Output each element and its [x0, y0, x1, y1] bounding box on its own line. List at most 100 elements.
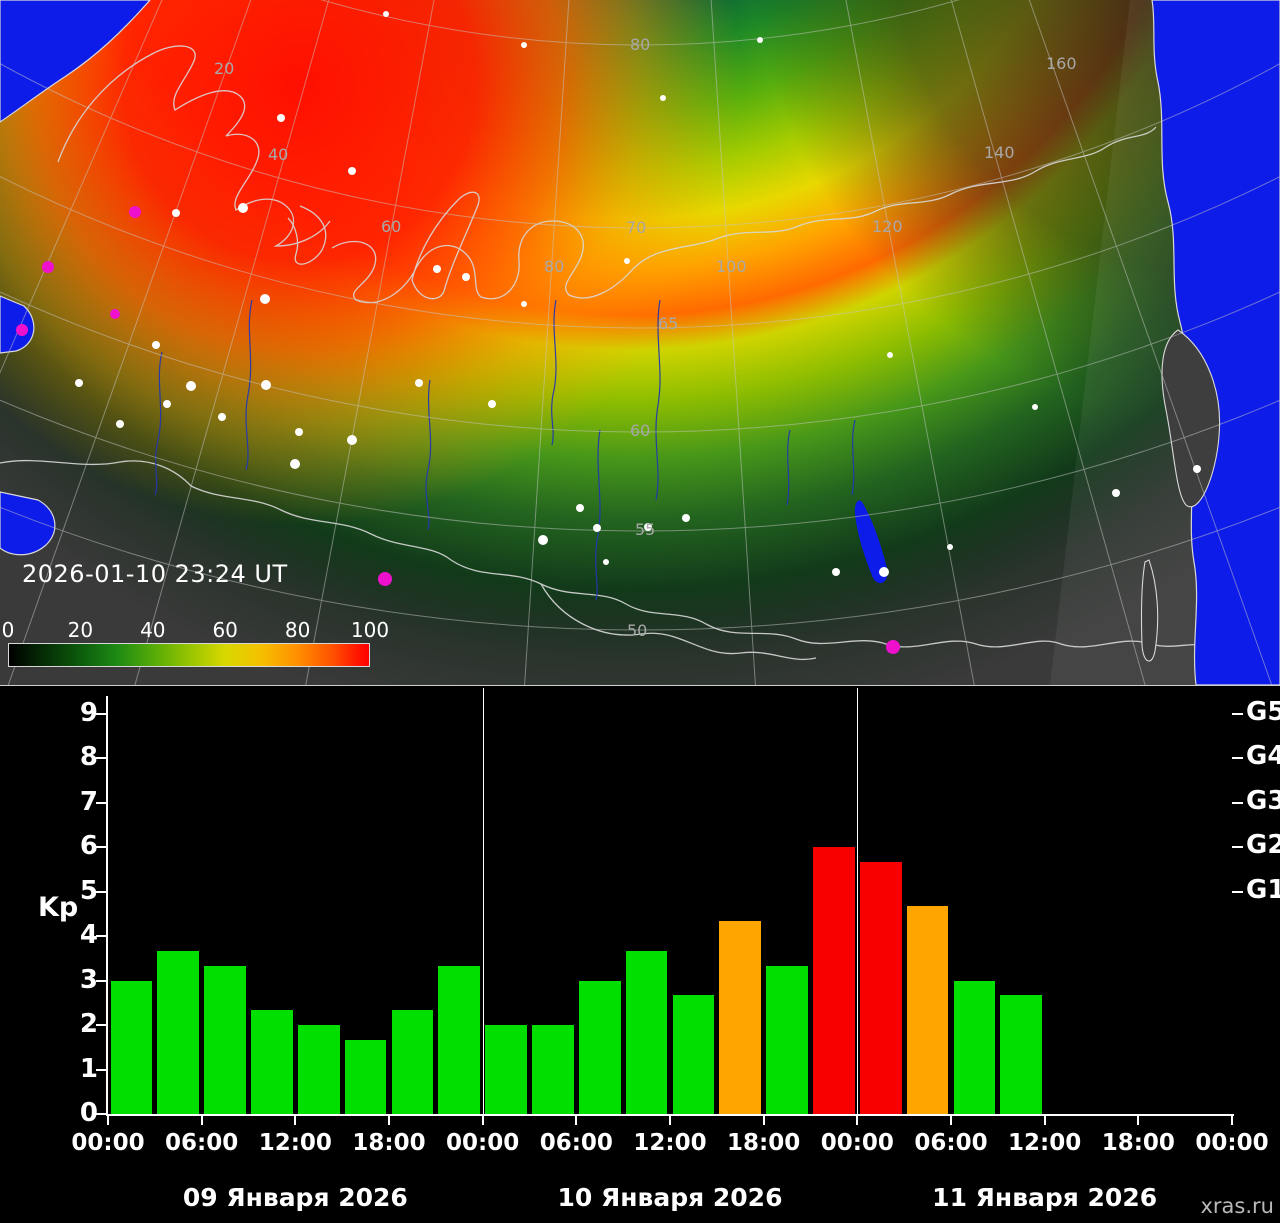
- y-tick-label: 7: [79, 786, 98, 817]
- x-tick: [950, 1116, 952, 1125]
- kp-bar: [625, 950, 668, 1114]
- river: [786, 429, 791, 506]
- y-axis-title: Kp: [38, 892, 79, 923]
- city-dot: [462, 273, 470, 281]
- kp-bar: [344, 1039, 387, 1114]
- station-dot: [16, 324, 28, 336]
- graticule-label: 80: [630, 35, 650, 54]
- coastline-scandinavia: [57, 45, 331, 247]
- kp-bar: [297, 1025, 340, 1114]
- g-tick: [1232, 890, 1243, 893]
- y-tick: [96, 801, 107, 804]
- x-tick-label: 12:00: [1008, 1130, 1082, 1156]
- city-dot: [295, 428, 303, 436]
- colorbar-tick-label: 100: [350, 618, 390, 642]
- colorbar-tick-label: 60: [212, 618, 238, 642]
- x-tick: [1231, 1116, 1233, 1125]
- meridian-line: [7, 0, 252, 685]
- kp-bar: [157, 950, 200, 1114]
- g-tick: [1232, 801, 1243, 804]
- city-dot: [576, 504, 584, 512]
- city-dot: [879, 567, 889, 577]
- y-tick: [96, 979, 107, 982]
- kp-bar: [532, 1025, 574, 1114]
- city-dot: [218, 413, 226, 421]
- island-novaya-zemlya: [411, 191, 480, 300]
- city-dot: [186, 381, 196, 391]
- kp-bar: [204, 965, 246, 1114]
- peninsula-kamchatka: [1161, 329, 1221, 508]
- graticule-label: 160: [1046, 54, 1077, 73]
- g-scale-label: G2: [1246, 830, 1280, 860]
- city-dot: [832, 568, 840, 576]
- city-dot: [347, 435, 357, 445]
- latitude-circle-55: [0, 399, 1280, 532]
- g-tick: [1232, 757, 1243, 759]
- y-tick-label: 8: [79, 742, 98, 772]
- day-boundary-line: [482, 688, 484, 1114]
- river: [245, 299, 253, 471]
- x-tick-label: 18:00: [1101, 1130, 1175, 1156]
- x-tick-label: 12:00: [633, 1130, 707, 1156]
- border-south-east: [450, 559, 1213, 649]
- colorbar-tick-label: 0: [1, 618, 15, 642]
- colorbar-tick-label: 40: [140, 618, 166, 642]
- aurora-map-panel: 80 70 65 60 55 50 20 40 60 80 100 120 140 160 2026-01…: [0, 0, 1280, 685]
- graticule-label: 60: [630, 421, 650, 440]
- border-south-west: [0, 459, 452, 561]
- meridian-line: [950, 0, 1146, 685]
- peninsulas: [1140, 329, 1221, 662]
- city-dot: [163, 400, 171, 408]
- sea-black: [0, 491, 56, 556]
- graticule-label: 50: [627, 621, 647, 640]
- map-timestamp: 2026-01-10 23:24 UT: [22, 560, 288, 588]
- x-tick: [762, 1116, 765, 1125]
- g-tick: [1232, 712, 1243, 715]
- city-dot: [682, 514, 690, 522]
- day-label: 10 Января 2026: [557, 1183, 783, 1212]
- ocean: [0, 0, 1280, 685]
- x-tick-label: 00:00: [71, 1130, 145, 1156]
- aurora-fade-corner: [0, 0, 1280, 685]
- y-tick: [96, 1068, 107, 1071]
- kp-bar: [953, 980, 996, 1114]
- city-dot: [644, 523, 652, 531]
- graticule-label: 120: [872, 217, 903, 236]
- y-tick: [96, 935, 107, 937]
- city-dot: [415, 379, 423, 387]
- kp-bar: [859, 861, 902, 1114]
- city-dot: [1032, 404, 1038, 410]
- city-dot: [260, 294, 270, 304]
- y-tick-label: 3: [79, 964, 98, 995]
- map-dots: [16, 11, 1201, 654]
- latitude-circle-70: [0, 62, 1280, 229]
- y-tick: [96, 846, 107, 848]
- aurora-map-svg: 80 70 65 60 55 50 20 40 60 80 100 120 140 160: [0, 0, 1280, 685]
- y-tick: [96, 890, 107, 893]
- river: [595, 429, 601, 601]
- city-dot: [603, 559, 609, 565]
- x-tick: [481, 1116, 484, 1125]
- day-boundary-line: [857, 688, 859, 1114]
- watermark: xras.ru: [1200, 1194, 1275, 1218]
- city-dot: [593, 524, 601, 532]
- station-dot: [886, 640, 900, 654]
- kp-bar: [719, 921, 762, 1114]
- y-tick-label: 9: [79, 697, 98, 728]
- y-axis-line: [106, 696, 108, 1116]
- city-dot: [348, 167, 356, 175]
- rivers: [154, 299, 856, 601]
- g-scale-label: G3: [1246, 785, 1280, 816]
- y-tick: [96, 757, 107, 759]
- city-dot: [433, 265, 441, 273]
- coastline-white-sea: [287, 205, 327, 265]
- g-tick: [1232, 846, 1243, 848]
- colorbar-gradient: [8, 643, 370, 667]
- city-dot: [277, 114, 285, 122]
- city-dot: [383, 11, 389, 17]
- x-tick: [1137, 1116, 1140, 1125]
- x-tick-label: 00:00: [820, 1130, 894, 1156]
- city-dot: [1112, 489, 1120, 497]
- colorbar-tick-label: 80: [284, 618, 311, 642]
- x-tick: [388, 1116, 390, 1125]
